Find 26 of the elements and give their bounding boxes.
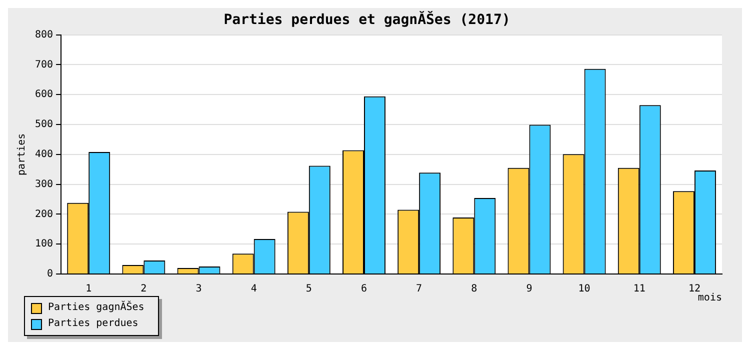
x-tick-label: 6 [360,284,368,295]
y-tick-label: 600 [35,89,54,100]
x-tick-label: 4 [250,284,257,295]
x-tick-label: 7 [416,284,422,295]
legend-label: Parties gagnĂŠes [48,300,144,315]
y-tick-label: 400 [35,148,54,160]
x-tick-label: 8 [471,284,478,295]
y-tick-label: 800 [35,29,54,40]
legend-label: Parties perdues [48,317,138,331]
x-tick-label: 2 [140,284,147,295]
x-tick-label: 1 [86,284,92,295]
y-tick-label: 500 [35,119,54,130]
x-tick-label: 11 [633,284,646,295]
x-tick-label: 9 [526,284,532,295]
y-tick-label: 700 [35,59,54,70]
y-tick-label: 200 [35,208,54,220]
x-tick-label: 3 [196,284,202,295]
x-tick-label: 5 [306,284,312,295]
y-tick-label: 100 [35,238,54,250]
x-axis-title: mois [698,292,722,304]
x-tick-label: 10 [578,284,590,295]
x-tick-label: 12 [688,284,700,295]
chart-title: Parties perdues et gagnĂŠes (2017) [224,11,510,28]
y-axis-title: parties [16,133,28,176]
y-tick-label: 300 [35,178,54,190]
y-tick-label: 0 [47,268,54,280]
